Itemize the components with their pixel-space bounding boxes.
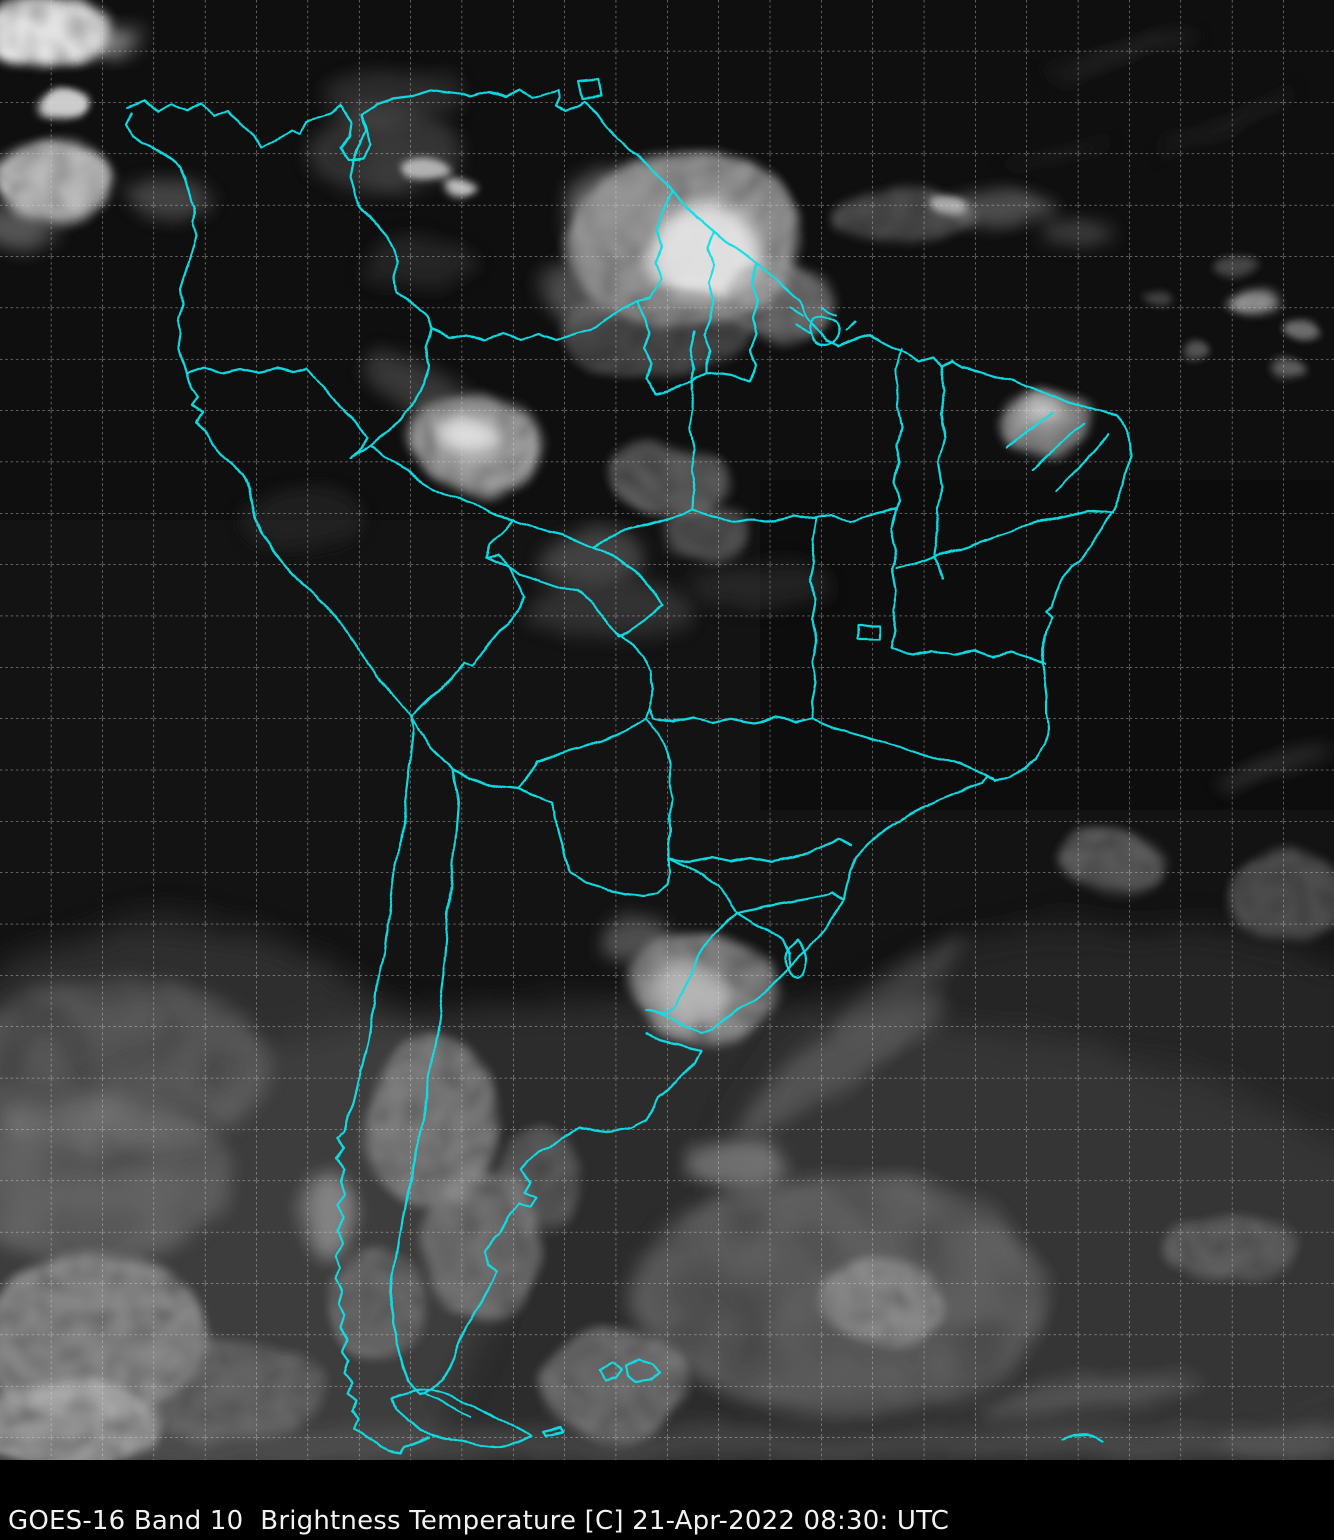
caption-text: GOES-16 Band 10 Brightness Temperature [… <box>8 1506 950 1536</box>
country-borders <box>186 112 792 1398</box>
caption-bar: GOES-16 Band 10 Brightness Temperature [… <box>0 1460 1334 1540</box>
falkland-islands <box>597 1358 662 1384</box>
amazon-delta-marajo <box>788 304 856 347</box>
tierra-del-fuego <box>390 1388 563 1449</box>
border-overlay <box>124 78 1135 1455</box>
latlon-grid <box>0 0 1334 1460</box>
trinidad <box>576 78 603 100</box>
coastline-rio-plata-patagonia <box>422 1033 704 1397</box>
brazil-state-borders <box>592 328 1114 915</box>
south-georgia <box>1060 1433 1106 1444</box>
coastline-north-east <box>126 88 1135 1035</box>
lagoa-dos-patos <box>784 939 808 977</box>
satellite-image <box>0 0 1334 1460</box>
coastline-pacific <box>124 110 430 1455</box>
